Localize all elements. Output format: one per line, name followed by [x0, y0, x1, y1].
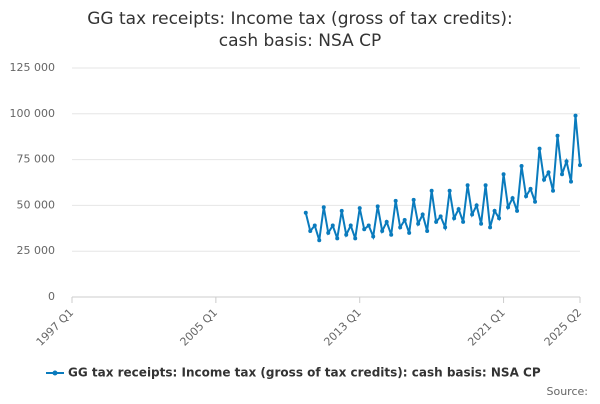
data-point [452, 216, 457, 221]
data-point [483, 183, 488, 188]
data-point [330, 223, 335, 228]
data-point [375, 204, 380, 209]
data-point [389, 232, 394, 237]
data-point [398, 225, 403, 230]
data-point [402, 218, 407, 223]
data-point [407, 230, 412, 235]
data-point [560, 172, 565, 177]
data-point [528, 186, 533, 191]
data-point [371, 234, 376, 239]
data-point [533, 199, 538, 204]
data-point [555, 133, 560, 138]
data-point [497, 216, 502, 221]
data-point [456, 207, 461, 212]
x-tick-label: 2025 Q2 [542, 306, 585, 349]
data-point [434, 219, 439, 224]
y-tick-label: 50 000 [17, 198, 56, 211]
data-point [515, 208, 520, 213]
data-point [546, 170, 551, 175]
data-point [461, 219, 466, 224]
data-point [335, 236, 340, 241]
x-tick-label: 2021 Q1 [465, 306, 508, 349]
y-tick-label: 0 [48, 290, 55, 303]
data-point [366, 223, 371, 228]
data-point [474, 203, 479, 208]
data-point [339, 208, 344, 213]
data-point [519, 164, 524, 169]
data-point [542, 177, 547, 182]
data-point [317, 238, 322, 243]
data-point [488, 225, 493, 230]
data-point [551, 188, 556, 193]
data-point [348, 223, 353, 228]
data-point [344, 232, 349, 237]
data-point [510, 196, 515, 201]
data-point [321, 205, 326, 210]
data-point [429, 188, 434, 193]
data-point [470, 212, 475, 217]
data-point [303, 210, 308, 215]
data-point [362, 227, 367, 232]
data-point [578, 163, 582, 168]
data-point [411, 197, 416, 202]
data-point [312, 223, 317, 228]
x-tick-label: 1997 Q1 [34, 306, 77, 349]
data-point [465, 183, 470, 188]
data-point [573, 113, 578, 118]
data-point [380, 229, 385, 234]
data-point [524, 194, 529, 199]
data-point [384, 219, 389, 224]
data-point [564, 159, 569, 164]
data-point [492, 208, 497, 213]
data-point [326, 230, 331, 235]
series-line [304, 115, 581, 241]
chart-title: GG tax receipts: Income tax (gross of ta… [87, 9, 513, 51]
data-point [393, 198, 398, 203]
data-point [537, 146, 542, 151]
x-tick-label: 2005 Q1 [178, 306, 221, 349]
data-point [501, 172, 506, 177]
y-tick-label: 100 000 [10, 107, 56, 120]
y-tick-label: 25 000 [17, 244, 56, 257]
data-point [438, 214, 443, 219]
source: Source: [547, 385, 589, 398]
legend-marker [52, 370, 58, 376]
data-point [357, 206, 362, 211]
data-point [479, 221, 484, 226]
data-point [569, 179, 574, 184]
x-tick-label: 2013 Q1 [321, 306, 364, 349]
data-point [506, 205, 511, 210]
legend-label: GG tax receipts: Income tax (gross of ta… [68, 366, 541, 380]
y-tick-label: 75 000 [17, 153, 56, 166]
data-point [308, 229, 313, 234]
data-point [443, 225, 448, 230]
data-point [425, 229, 430, 234]
y-tick-label: 125 000 [10, 61, 56, 74]
data-point [420, 212, 425, 217]
data-point [416, 221, 421, 226]
data-point [353, 236, 358, 241]
data-point [447, 188, 452, 193]
